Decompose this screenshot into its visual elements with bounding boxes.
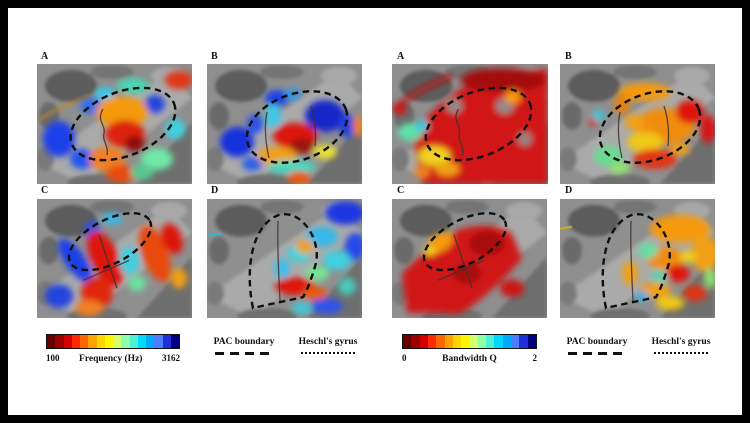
brain-map-frequency-c: [37, 199, 192, 318]
panel-label-frequency-d: D: [211, 185, 219, 196]
frequency-colorbar-gradient: [46, 334, 180, 349]
brain-map-frequency-a: [37, 64, 192, 184]
panel-label-bandwidth-a: A: [397, 51, 405, 62]
bandwidth-colorbar-title: Bandwidth Q: [442, 354, 497, 364]
panel-label-frequency-b: B: [211, 51, 218, 62]
pac-boundary-label: PAC boundary: [566, 337, 628, 347]
bandwidth-colorbar-max: 2: [532, 353, 538, 363]
frequency-colorbar-min: 100: [46, 353, 60, 363]
brain-map-frequency-b: [207, 64, 362, 184]
bandwidth-colorbar-gradient: [402, 334, 537, 349]
panel-label-bandwidth-c: C: [397, 185, 405, 196]
brain-map-bandwidth-d: [560, 199, 715, 318]
bandwidth-colorbar-min: 0: [402, 353, 407, 363]
frequency-colorbar: 100 Frequency (Hz) 3162: [46, 334, 180, 364]
frequency-legend: PAC boundary Heschl's gyrus: [207, 337, 365, 355]
bandwidth-legend: PAC boundary Heschl's gyrus: [560, 337, 718, 355]
pac-boundary-legend: PAC boundary: [560, 337, 634, 355]
pac-boundary-legend: PAC boundary: [207, 337, 281, 355]
pac-boundary-line-sample: [568, 352, 626, 355]
heschls-gyrus-line-sample: [301, 352, 355, 354]
figure-canvas: A: [8, 8, 742, 415]
brain-map-bandwidth-b: [560, 64, 715, 184]
panel-label-frequency-a: A: [41, 51, 49, 62]
panel-label-bandwidth-d: D: [565, 185, 573, 196]
panel-label-frequency-c: C: [41, 185, 49, 196]
heschls-gyrus-line-sample: [654, 352, 708, 354]
brain-map-bandwidth-a: [392, 64, 548, 184]
bandwidth-colorbar: 0 Bandwidth Q 2: [402, 334, 537, 364]
pac-boundary-line-sample: [215, 352, 273, 355]
heschls-gyrus-label: Heschl's gyrus: [651, 337, 711, 347]
panel-label-bandwidth-b: B: [565, 51, 572, 62]
heschls-gyrus-legend: Heschl's gyrus: [291, 337, 365, 355]
pac-boundary-label: PAC boundary: [213, 337, 275, 347]
heschls-gyrus-legend: Heschl's gyrus: [644, 337, 718, 355]
brain-map-bandwidth-c: [392, 199, 547, 318]
heschls-gyrus-label: Heschl's gyrus: [298, 337, 358, 347]
frequency-colorbar-max: 3162: [162, 353, 180, 363]
brain-map-frequency-d: [207, 199, 362, 318]
frequency-colorbar-title: Frequency (Hz): [79, 354, 143, 364]
